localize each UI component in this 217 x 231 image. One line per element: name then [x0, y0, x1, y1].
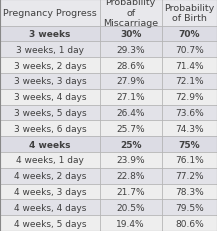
Bar: [100, 105, 162, 121]
Text: 79.5%: 79.5%: [175, 203, 204, 212]
Bar: [162, 105, 217, 121]
Bar: [0, 0, 100, 27]
Bar: [162, 0, 217, 27]
Bar: [162, 200, 217, 215]
Text: 72.9%: 72.9%: [175, 93, 204, 102]
Bar: [162, 152, 217, 168]
Bar: [0, 58, 100, 74]
Bar: [100, 137, 162, 152]
Bar: [162, 74, 217, 89]
Bar: [162, 168, 217, 184]
Bar: [162, 137, 217, 152]
Bar: [0, 184, 100, 200]
Text: 22.8%: 22.8%: [117, 171, 145, 180]
Text: 4 weeks: 4 weeks: [29, 140, 71, 149]
Text: 70.7%: 70.7%: [175, 46, 204, 55]
Bar: [0, 200, 100, 215]
Bar: [0, 27, 100, 42]
Text: 75%: 75%: [179, 140, 200, 149]
Text: 20.5%: 20.5%: [117, 203, 145, 212]
Text: 73.6%: 73.6%: [175, 109, 204, 118]
Bar: [0, 89, 100, 105]
Text: Probability
of
Miscarriage: Probability of Miscarriage: [103, 0, 158, 28]
Text: Probability
of Birth: Probability of Birth: [164, 4, 214, 23]
Text: 78.3%: 78.3%: [175, 187, 204, 196]
Bar: [100, 89, 162, 105]
Text: 3 weeks, 5 days: 3 weeks, 5 days: [14, 109, 86, 118]
Text: 23.9%: 23.9%: [117, 156, 145, 165]
Text: 4 weeks, 2 days: 4 weeks, 2 days: [14, 171, 86, 180]
Text: 3 weeks, 6 days: 3 weeks, 6 days: [14, 124, 86, 133]
Bar: [162, 42, 217, 58]
Text: 19.4%: 19.4%: [117, 219, 145, 228]
Bar: [162, 215, 217, 231]
Text: 4 weeks, 5 days: 4 weeks, 5 days: [14, 219, 86, 228]
Text: 80.6%: 80.6%: [175, 219, 204, 228]
Bar: [0, 168, 100, 184]
Bar: [100, 27, 162, 42]
Text: 72.1%: 72.1%: [175, 77, 204, 86]
Bar: [0, 215, 100, 231]
Bar: [0, 152, 100, 168]
Text: 4 weeks, 3 days: 4 weeks, 3 days: [14, 187, 86, 196]
Bar: [100, 184, 162, 200]
Bar: [0, 42, 100, 58]
Text: 76.1%: 76.1%: [175, 156, 204, 165]
Text: 3 weeks: 3 weeks: [29, 30, 71, 39]
Bar: [100, 168, 162, 184]
Bar: [100, 0, 162, 27]
Bar: [162, 89, 217, 105]
Text: 25.7%: 25.7%: [117, 124, 145, 133]
Bar: [100, 42, 162, 58]
Text: 4 weeks, 4 days: 4 weeks, 4 days: [14, 203, 86, 212]
Text: 21.7%: 21.7%: [117, 187, 145, 196]
Text: 4 weeks, 1 day: 4 weeks, 1 day: [16, 156, 84, 165]
Text: 77.2%: 77.2%: [175, 171, 204, 180]
Text: 26.4%: 26.4%: [117, 109, 145, 118]
Bar: [0, 137, 100, 152]
Text: 29.3%: 29.3%: [117, 46, 145, 55]
Bar: [100, 200, 162, 215]
Text: 28.6%: 28.6%: [117, 61, 145, 70]
Text: 74.3%: 74.3%: [175, 124, 204, 133]
Bar: [100, 215, 162, 231]
Bar: [0, 121, 100, 137]
Bar: [100, 121, 162, 137]
Text: 27.9%: 27.9%: [117, 77, 145, 86]
Text: 30%: 30%: [120, 30, 141, 39]
Bar: [0, 74, 100, 89]
Bar: [162, 184, 217, 200]
Text: Pregnancy Progress: Pregnancy Progress: [3, 9, 97, 18]
Text: 3 weeks, 3 days: 3 weeks, 3 days: [14, 77, 86, 86]
Text: 25%: 25%: [120, 140, 141, 149]
Bar: [100, 58, 162, 74]
Bar: [100, 152, 162, 168]
Text: 3 weeks, 2 days: 3 weeks, 2 days: [14, 61, 86, 70]
Bar: [162, 27, 217, 42]
Bar: [162, 121, 217, 137]
Text: 27.1%: 27.1%: [117, 93, 145, 102]
Text: 3 weeks, 4 days: 3 weeks, 4 days: [14, 93, 86, 102]
Bar: [100, 74, 162, 89]
Bar: [0, 105, 100, 121]
Text: 3 weeks, 1 day: 3 weeks, 1 day: [16, 46, 84, 55]
Bar: [162, 58, 217, 74]
Text: 71.4%: 71.4%: [175, 61, 204, 70]
Text: 70%: 70%: [179, 30, 200, 39]
